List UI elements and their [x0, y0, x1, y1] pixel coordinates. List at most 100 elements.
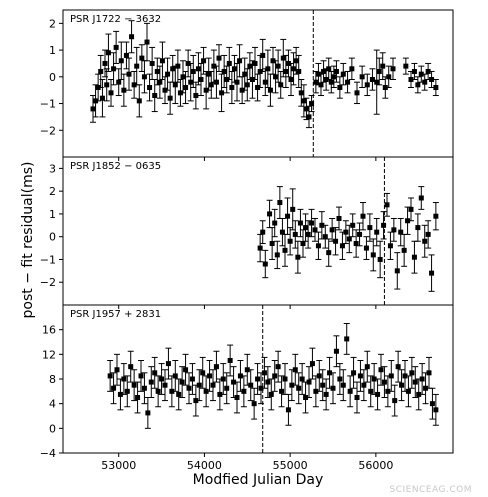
data-point	[295, 254, 301, 260]
data-point	[124, 388, 130, 394]
data-point	[337, 376, 343, 382]
data-point	[289, 382, 295, 388]
data-point	[278, 82, 284, 88]
data-point	[422, 79, 428, 85]
data-point	[279, 388, 285, 394]
data-point	[159, 58, 165, 64]
data-point	[364, 364, 370, 370]
data-point	[409, 370, 415, 376]
data-point	[333, 238, 339, 244]
data-point	[213, 364, 219, 370]
data-point	[371, 376, 377, 382]
data-point	[418, 195, 424, 201]
data-point	[354, 395, 360, 400]
panel-title: PSR J1957 + 2831	[70, 309, 161, 320]
data-point	[306, 114, 312, 120]
data-point	[280, 55, 286, 61]
data-point	[167, 95, 173, 101]
panel-1: 2 1 0 −1 −2 PSR J1722 − 3632	[40, 9, 454, 161]
data-point	[299, 376, 305, 382]
y-tick-label: −2	[40, 276, 56, 289]
data-point	[354, 90, 360, 96]
data-point	[262, 79, 268, 85]
data-point	[419, 376, 425, 382]
x-tick-label: 53000	[101, 459, 136, 472]
data-point	[322, 234, 328, 240]
data-point	[275, 364, 281, 370]
data-point	[323, 391, 329, 397]
data-point	[258, 385, 264, 391]
data-point	[268, 391, 274, 397]
data-point	[141, 385, 147, 391]
data-point	[429, 76, 435, 82]
data-point	[402, 373, 408, 379]
data-series	[257, 186, 439, 292]
data-point	[411, 68, 417, 74]
data-point	[370, 252, 376, 258]
data-point	[144, 39, 150, 45]
data-point	[244, 82, 250, 88]
data-point	[367, 225, 373, 231]
data-point	[162, 382, 168, 388]
data-point	[290, 206, 296, 212]
data-point	[116, 79, 122, 85]
data-point	[376, 68, 382, 74]
data-point	[224, 385, 230, 391]
data-point	[201, 58, 207, 64]
data-point	[111, 66, 117, 72]
data-point	[121, 376, 127, 382]
panel-3: 16 12 8 4 0 −4 PSR J1957 + 2831	[40, 304, 454, 460]
data-point	[363, 245, 369, 251]
data-point	[147, 85, 153, 91]
data-point	[244, 367, 250, 373]
data-point	[301, 98, 307, 104]
data-point	[433, 85, 439, 91]
data-point	[381, 222, 387, 228]
data-point	[231, 379, 237, 385]
data-point	[292, 367, 298, 373]
data-point	[387, 243, 393, 249]
data-point	[242, 71, 248, 77]
data-point	[251, 401, 257, 407]
data-point	[277, 200, 283, 206]
data-point	[203, 388, 209, 394]
data-point	[418, 71, 424, 77]
data-point	[229, 85, 235, 91]
data-point	[193, 398, 199, 404]
data-point	[411, 254, 417, 260]
data-point	[128, 364, 134, 370]
data-point	[121, 87, 127, 93]
data-point	[241, 388, 247, 394]
data-point	[359, 74, 365, 80]
data-point	[237, 373, 243, 379]
data-point	[117, 391, 123, 397]
data-point	[303, 395, 309, 400]
x-tick-label: 55000	[273, 459, 308, 472]
data-point	[382, 85, 388, 91]
data-point	[98, 68, 104, 74]
data-point	[180, 74, 186, 80]
data-point	[105, 50, 111, 56]
data-point	[99, 95, 105, 101]
panel-title: PSR J1722 − 3632	[70, 14, 161, 25]
data-point	[384, 202, 390, 208]
data-point	[234, 395, 240, 400]
data-point	[339, 243, 345, 249]
data-point	[234, 79, 240, 85]
data-point	[113, 44, 119, 50]
data-point	[285, 213, 291, 219]
data-point	[152, 370, 158, 376]
data-point	[390, 66, 396, 72]
y-tick-label: 16	[42, 324, 56, 337]
data-point	[303, 225, 309, 231]
data-point	[108, 90, 114, 96]
data-point	[433, 213, 439, 219]
data-point	[260, 229, 266, 235]
data-point	[90, 106, 96, 112]
data-point	[415, 225, 421, 231]
data-point	[412, 379, 418, 385]
data-point	[405, 218, 411, 224]
data-point	[313, 79, 319, 85]
data-point	[337, 85, 343, 91]
data-point	[265, 66, 271, 72]
